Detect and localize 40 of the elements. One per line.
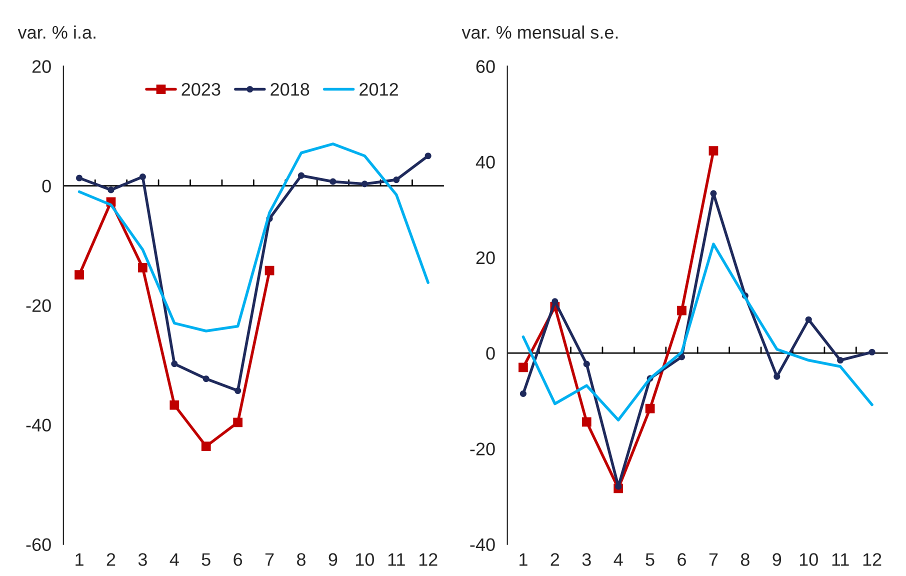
x-tick-label: 12: [419, 553, 438, 566]
y-tick-label: -60: [26, 538, 51, 552]
x-tick-label: 4: [614, 553, 623, 566]
y-tick-label: -40: [470, 538, 495, 552]
x-tick-label: 1: [76, 553, 84, 566]
y-tick-label: 20: [32, 60, 51, 73]
y-tick-label: 20: [476, 251, 495, 264]
x-tick-label: 10: [800, 553, 818, 566]
x-tick-label: 11: [388, 553, 405, 566]
x-tick-label: 12: [863, 553, 882, 566]
y-tick-label: -40: [26, 418, 51, 432]
y-axis-title: var. % i.a.: [18, 26, 96, 39]
legend-label: 2012: [360, 82, 398, 96]
x-tick-label: 9: [772, 553, 782, 566]
x-tick-label: 4: [170, 553, 179, 566]
legend-label: 2018: [270, 82, 310, 96]
x-tick-label: 8: [740, 553, 750, 566]
x-tick-label: 5: [202, 553, 210, 566]
legend-label: 2023: [182, 82, 220, 96]
x-tick-label: 7: [265, 553, 274, 566]
x-tick-label: 1: [520, 553, 528, 566]
x-tick-label: 2: [550, 553, 560, 566]
y-axis-title: var. % mensual s.e.: [462, 26, 618, 39]
y-tick-label: -20: [470, 442, 495, 456]
x-tick-label: 3: [138, 553, 147, 566]
y-tick-label: 0: [42, 180, 51, 192]
x-tick-label: 2: [106, 553, 116, 566]
x-tick-label: 10: [356, 553, 374, 566]
x-tick-label: 6: [678, 553, 686, 566]
x-tick-label: 3: [582, 553, 591, 566]
x-tick-label: 8: [297, 553, 306, 566]
y-tick-label: 40: [476, 156, 495, 169]
y-tick-label: -20: [26, 299, 51, 312]
x-tick-label: 5: [646, 553, 654, 566]
x-tick-label: 9: [328, 553, 338, 566]
y-tick-label: 0: [486, 347, 495, 360]
x-tick-label: 6: [234, 553, 242, 566]
x-tick-label: 7: [709, 553, 718, 566]
x-tick-label: 11: [832, 553, 849, 566]
y-tick-label: 60: [476, 60, 495, 73]
